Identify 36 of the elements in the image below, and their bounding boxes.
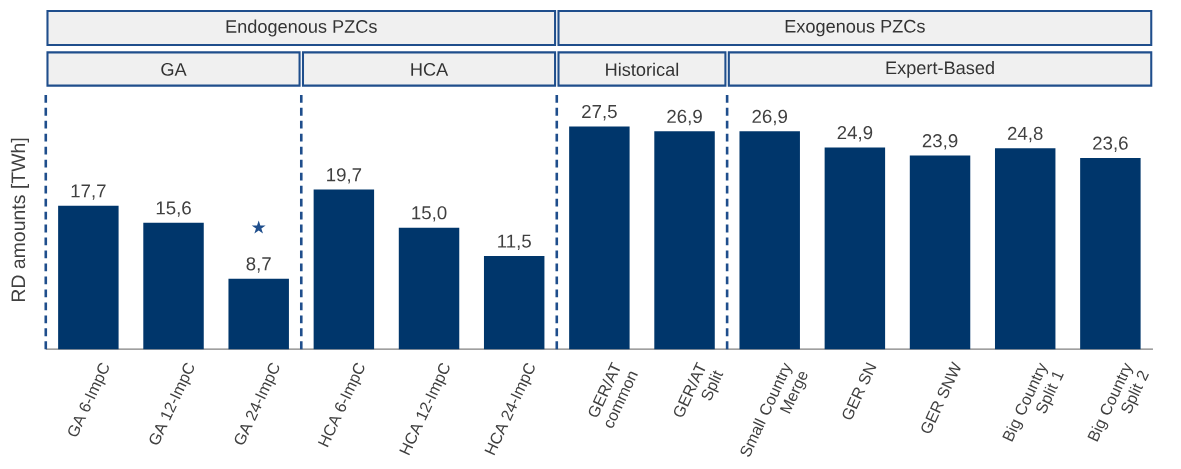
data-label: 23,6 bbox=[1093, 136, 1128, 153]
data-label: 15,6 bbox=[156, 201, 191, 217]
text: HCA bbox=[411, 63, 449, 76]
text: GA bbox=[161, 63, 187, 76]
text: Expert-Based bbox=[886, 61, 994, 78]
bar bbox=[1080, 158, 1141, 350]
bar bbox=[143, 222, 204, 350]
text: Exogenous PZCs bbox=[785, 19, 925, 37]
data-label: 27,5 bbox=[582, 105, 617, 121]
bar bbox=[654, 131, 715, 350]
bar bbox=[739, 131, 800, 350]
annotation: ★ bbox=[251, 220, 266, 234]
data-label: 17,7 bbox=[71, 184, 106, 200]
data-label: 23,9 bbox=[922, 134, 958, 150]
data-label: 24,8 bbox=[1007, 126, 1043, 143]
bar bbox=[909, 155, 971, 350]
data-label: 26,9 bbox=[752, 109, 788, 126]
data-label: 15,0 bbox=[412, 206, 447, 222]
bar bbox=[398, 227, 460, 350]
text: Historical bbox=[606, 62, 679, 77]
x-tick-label: GER SN bbox=[842, 362, 877, 420]
bar bbox=[569, 126, 630, 350]
data-label: 8,7 bbox=[246, 257, 271, 273]
data-label: 26,9 bbox=[667, 109, 702, 126]
data-label: 19,7 bbox=[327, 168, 362, 184]
bar bbox=[483, 256, 545, 350]
y-axis-title: RD amounts [TWh] bbox=[10, 138, 29, 302]
data-label: 11,5 bbox=[498, 234, 531, 251]
text: Endogenous PZCs bbox=[226, 19, 377, 37]
bar bbox=[228, 278, 289, 350]
bar bbox=[994, 148, 1056, 350]
data-label: 24,9 bbox=[837, 126, 873, 142]
x-tick-label: GER SNW bbox=[921, 361, 961, 434]
bar bbox=[824, 147, 886, 350]
bar bbox=[313, 189, 375, 350]
bar bbox=[58, 205, 119, 350]
